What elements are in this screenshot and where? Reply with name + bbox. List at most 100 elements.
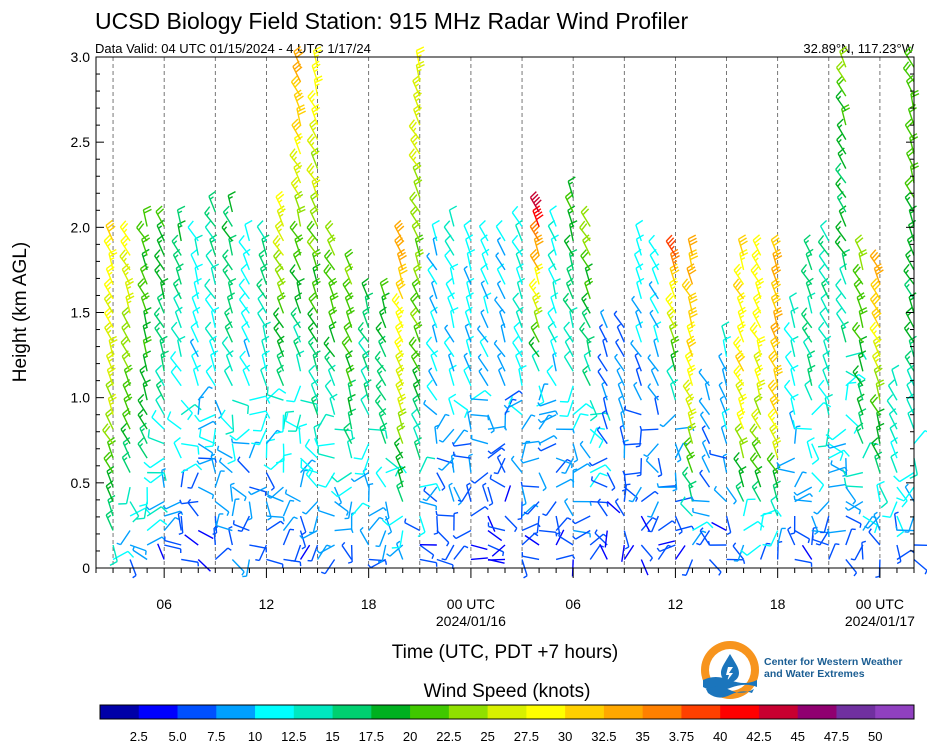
wind-barb-flag <box>398 283 406 290</box>
wind-barb-flag <box>308 237 316 245</box>
wind-barb-half-flag <box>656 547 661 552</box>
wind-barb-half-flag <box>140 428 145 432</box>
wind-barb-flag <box>580 413 589 417</box>
wind-barb-flag <box>362 306 371 313</box>
wind-barb-flag <box>275 459 285 464</box>
wind-barb-shaft <box>219 460 233 474</box>
wind-barb-shaft <box>649 298 659 314</box>
wind-barb-half-flag <box>568 181 574 185</box>
wind-barb-half-flag <box>512 398 517 401</box>
wind-barb-half-flag <box>531 414 536 417</box>
wind-barb-shaft <box>481 485 489 502</box>
wind-barb-flag <box>906 121 914 129</box>
wind-barb-flag <box>563 350 571 358</box>
wind-barbs <box>102 46 927 579</box>
wind-barb-flag <box>274 251 282 260</box>
wind-barb-flag <box>551 234 559 240</box>
wind-barb-flag <box>757 520 765 528</box>
wind-barb-flag <box>411 408 419 415</box>
wind-barb-shaft <box>191 355 199 372</box>
wind-barb-flag <box>721 321 730 327</box>
wind-barb-shaft <box>828 543 836 560</box>
wind-barb-shaft <box>616 326 625 343</box>
wind-barb-shaft <box>431 325 438 343</box>
wind-barb-shaft <box>453 486 463 503</box>
wind-barb-shaft <box>358 342 370 358</box>
wind-barb-half-flag <box>649 309 654 314</box>
wind-barb-half-flag <box>553 435 558 440</box>
y-tick-label: 2.0 <box>71 219 91 235</box>
wind-barb-flag <box>139 503 148 507</box>
wind-barb-half-flag <box>805 239 810 244</box>
wind-barb-flag <box>665 292 672 300</box>
wind-barb-half-flag <box>573 459 578 463</box>
wind-barb-shaft <box>546 371 557 387</box>
wind-barb-shaft <box>651 515 660 532</box>
wind-barb-shaft <box>448 485 455 502</box>
wind-barb-shaft <box>334 501 349 513</box>
wind-barb-half-flag <box>463 429 469 433</box>
wind-barb-flag <box>380 277 388 284</box>
wind-barb-flag <box>121 263 129 270</box>
wind-barb-shaft <box>657 457 663 475</box>
wind-barb-flag <box>834 235 841 243</box>
wind-barb-flag <box>901 500 908 508</box>
wind-barb-shaft <box>829 442 847 449</box>
wind-barb-flag <box>733 263 741 271</box>
wind-barb-shaft <box>572 443 579 461</box>
colorbar-swatch <box>332 705 372 719</box>
wind-barb-shaft <box>334 528 352 532</box>
wind-barb-half-flag <box>691 496 694 501</box>
wind-barb-flag <box>869 394 877 402</box>
wind-barb-flag <box>908 292 917 298</box>
wind-barb-flag <box>324 350 331 358</box>
wind-barb-flag <box>307 321 315 329</box>
wind-barb-flag <box>171 234 179 242</box>
wind-barb-shaft <box>822 355 830 372</box>
wind-barb-half-flag <box>701 425 706 429</box>
wind-barb-half-flag <box>858 510 862 515</box>
wind-barb-flag <box>688 237 697 243</box>
wind-barb-half-flag <box>701 454 706 458</box>
wind-barb-shaft <box>184 534 199 546</box>
wind-barb-flag <box>835 162 842 170</box>
wind-barb-half-flag <box>699 527 704 532</box>
wind-barb-half-flag <box>875 343 880 348</box>
wind-barb-half-flag <box>452 534 457 539</box>
wind-barb-flag <box>410 205 417 213</box>
wind-barb-half-flag <box>178 532 183 535</box>
wind-barb-flag <box>559 414 568 418</box>
wind-barb-half-flag <box>819 240 824 245</box>
wind-barb-shaft <box>441 457 455 471</box>
wind-barb-half-flag <box>463 352 468 357</box>
colorbar-tick-label: 17.5 <box>359 729 384 744</box>
wind-barb-flag <box>774 367 783 373</box>
wind-barb-half-flag <box>555 410 559 415</box>
wind-barb-shaft <box>845 528 853 546</box>
wind-barb-shaft <box>465 296 472 314</box>
wind-barb-shaft <box>448 209 455 227</box>
wind-barb-flag <box>880 501 888 509</box>
wind-barb-flag <box>295 66 303 73</box>
wind-barb-shaft <box>483 296 489 314</box>
wind-barb-shaft <box>675 426 693 430</box>
colorbar-tick-label: 7.5 <box>207 729 225 744</box>
wind-barb-shaft <box>170 371 182 387</box>
wind-barb-half-flag <box>597 498 602 503</box>
wind-barb-shaft <box>299 459 313 474</box>
wind-barb-shaft <box>839 268 847 285</box>
wind-barb-flag <box>163 472 167 481</box>
wind-barb-shaft <box>463 225 472 242</box>
wind-barb-half-flag <box>587 463 592 468</box>
wind-barb-shaft <box>685 559 694 576</box>
wind-barb-shaft <box>550 340 557 358</box>
wind-barb-shaft <box>436 530 450 544</box>
wind-barb-shaft <box>125 486 131 504</box>
wind-barb-flag <box>906 364 915 371</box>
wind-barb-flag <box>154 263 161 271</box>
wind-barb-flag <box>330 490 339 498</box>
wind-barb-flag <box>272 235 279 243</box>
wind-barb-flag <box>869 249 877 257</box>
wind-barb-flag <box>273 249 280 257</box>
wind-barb-half-flag <box>807 282 812 287</box>
